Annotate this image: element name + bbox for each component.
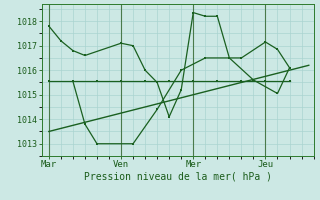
X-axis label: Pression niveau de la mer( hPa ): Pression niveau de la mer( hPa ) [84,172,272,182]
